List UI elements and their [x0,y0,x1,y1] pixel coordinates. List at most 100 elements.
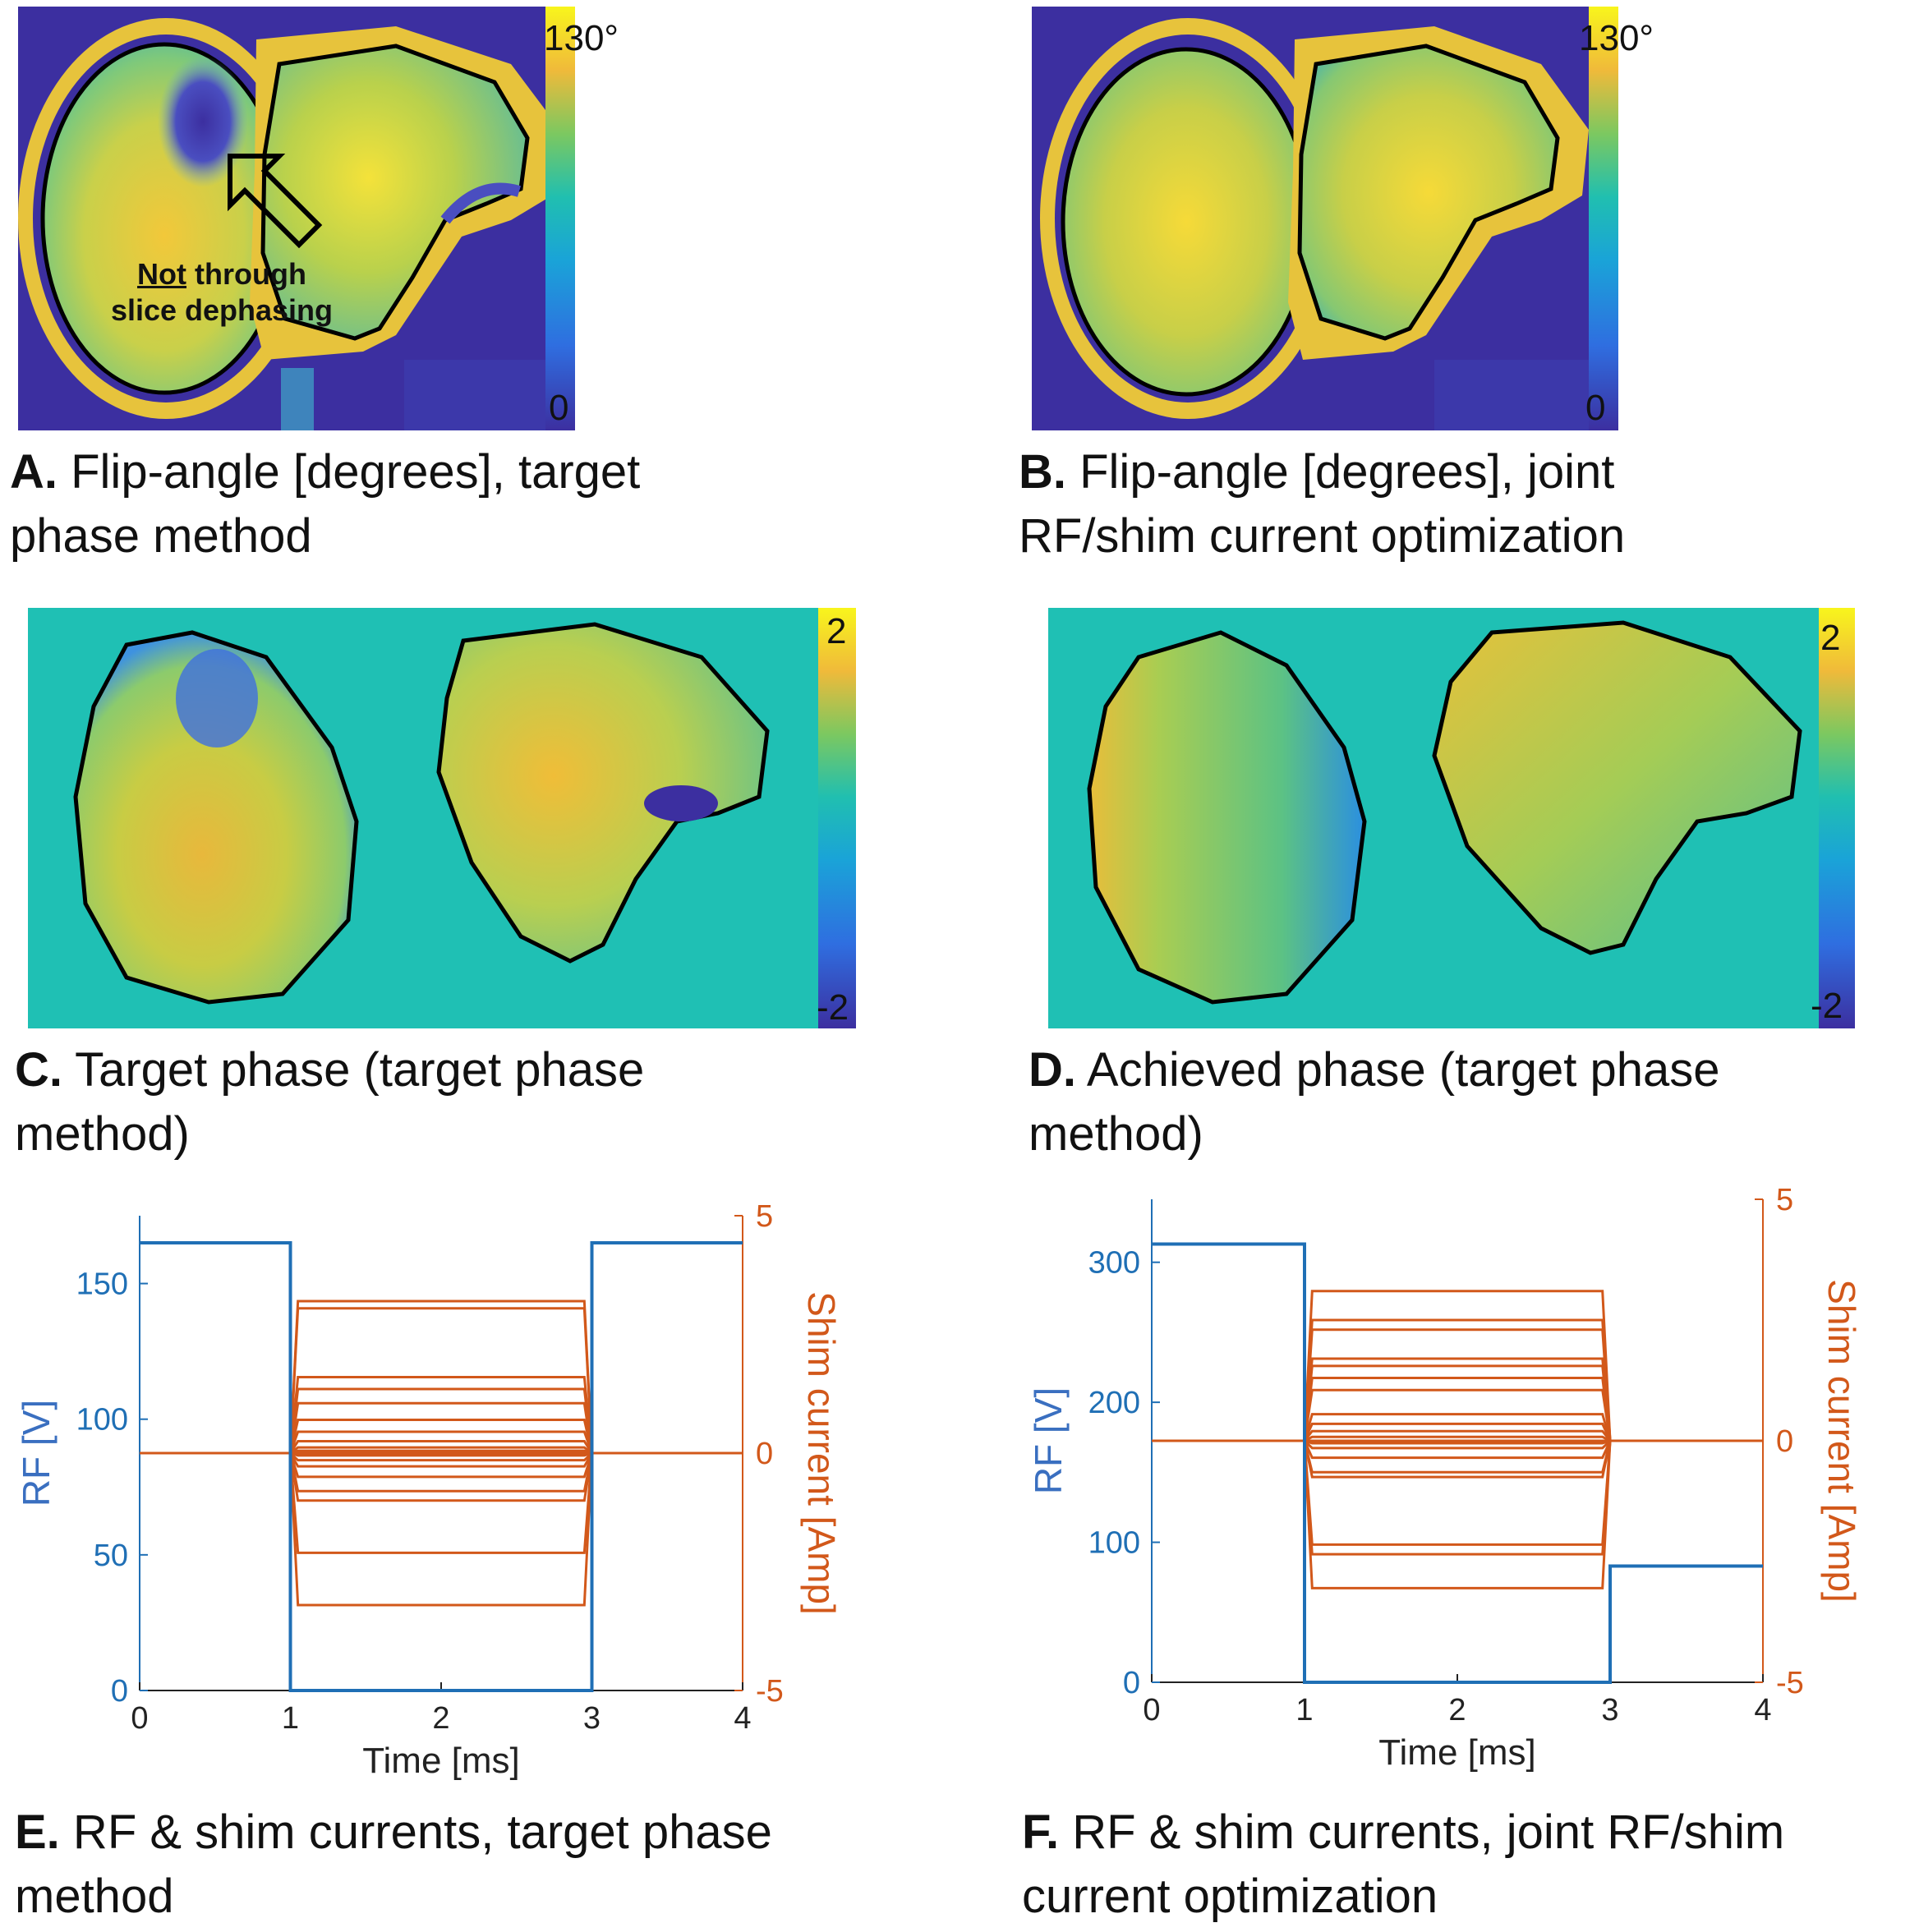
chart-e-shim-series-7 [289,1440,593,1454]
chart-f-x-label: Time [ms] [1378,1732,1535,1773]
panel-d-caption-line2: method) [1029,1107,1203,1161]
chart-f-shim-series-11 [1304,1439,1611,1445]
chart-f-shim-series-3 [1303,1357,1612,1442]
chart-f-y-label: RF [V] [1027,1387,1070,1494]
chart-e-rf-line [140,1241,743,1692]
chart-f-y-tick-label: 300 [1088,1246,1140,1281]
panel-f-caption-line2: current optimization [1022,1870,1438,1923]
annotation-text-2: slice dephasing [110,293,334,327]
chart-e-x-tick-label: 3 [583,1701,601,1736]
chart-e-y-tick-label: 50 [94,1539,128,1573]
chart-f-shim-series-7 [1303,1413,1612,1442]
chart-e-y2-tick-label: 5 [756,1199,773,1234]
panel-e-letter: E. [15,1806,60,1859]
panel-c-caption: C. Target phase (target phase method) [15,1038,918,1166]
panel-c-target-phase-map [28,608,818,1028]
panel-b-caption-line2: RF/shim current optimization [1019,509,1626,563]
chart-e-y2-tick-label: -5 [756,1674,784,1709]
panel-d-letter: D. [1029,1043,1076,1097]
panel-b-caption: B. Flip-angle [degrees], joint RF/shim c… [1019,440,1914,568]
chart-e-shim-series-13 [289,1452,593,1479]
chart-f-shim-series-18 [1303,1440,1612,1589]
panel-a-annotation: Not through slice dephasing [99,256,345,329]
panel-d-caption-line1: Achieved phase (target phase [1076,1043,1720,1097]
panel-c-letter: C. [15,1043,62,1097]
chart-e-shim-series-16 [289,1452,593,1554]
panel-f-caption-line1: RF & shim currents, joint RF/shim [1059,1806,1785,1859]
chart-f-y-tick-label: 200 [1088,1386,1140,1420]
chart-e-shim-series-10 [290,1451,592,1457]
panel-a-colorbar [545,7,575,430]
chart-e-shim-series-12 [289,1452,593,1468]
chart-e-shim-series-8 [289,1446,593,1455]
panel-f-caption: F. RF & shim currents, joint RF/shim cur… [1022,1801,1917,1929]
panel-e-caption-line2: method [15,1870,174,1923]
panel-a-caption-line2: phase method [10,509,312,563]
chart-e-y-tick-label: 150 [76,1267,128,1302]
panel-e-caption: E. RF & shim currents, target phase meth… [15,1801,960,1929]
panel-d-achieved-phase-map [1048,608,1819,1028]
panel-b-cbar-max: 130° [1579,18,1654,58]
chart-f-x-tick-label: 4 [1754,1693,1771,1727]
chart-e-y2-label: Shim current [Amp] [800,1291,843,1615]
panel-c-caption-line1: Target phase (target phase [62,1043,645,1097]
chart-f-shim-series-6 [1303,1388,1612,1442]
annotation-text-1: through [186,257,306,291]
panel-b-letter: B. [1019,445,1066,499]
chart-e-shim-series-17 [289,1452,593,1607]
chart-e-y-label: RF [V] [15,1400,58,1506]
chart-f-x-tick-label: 0 [1143,1693,1160,1727]
chart-f-shim-series-16 [1303,1440,1612,1546]
chart-f-x-tick-label: 3 [1601,1693,1618,1727]
chart-f-shim-series-2 [1303,1328,1612,1442]
panel-a-caption-line1: Flip-angle [degrees], target [58,445,641,499]
panel-c-cbar-min: -2 [817,987,849,1028]
panel-e-chart: 0 1 2 3 4 0 50 100 150 -5 0 5 Time [ms] RF [V] Shim cu… [15,1199,843,1781]
chart-e-y-tick-label: 0 [111,1674,128,1709]
chart-e-shim-series-14 [289,1452,593,1493]
chart-e-shim-series-6 [289,1430,593,1454]
panel-e-caption-line1: RF & shim currents, target phase [59,1806,772,1859]
panel-c-colorbar [818,608,856,1028]
panel-c-cbar-max: 2 [826,611,847,651]
chart-f-shim-series-13 [1303,1440,1612,1460]
chart-e-y-tick-label: 100 [76,1403,128,1438]
chart-e-shim-series-1 [289,1307,593,1454]
panel-a-arrow-icon [228,154,323,249]
chart-f-rf-line [1152,1242,1763,1684]
panel-a-cbar-min: 0 [549,388,569,428]
panel-d-colorbar [1819,608,1855,1028]
panel-a-cbar-max: 130° [544,18,619,58]
chart-f-y2-tick-label: 0 [1776,1424,1793,1459]
chart-f-x-tick-label: 1 [1295,1693,1313,1727]
chart-f-y2-label: Shim current [Amp] [1820,1279,1863,1603]
panel-d-cbar-min: -2 [1811,986,1843,1026]
chart-e-shim-series-4 [289,1401,593,1454]
chart-f-shim-series-12 [1303,1439,1612,1450]
panel-f-letter: F. [1022,1806,1060,1859]
panel-a-letter: A. [10,445,58,499]
chart-e-shim-series-5 [289,1419,593,1454]
panel-a-flip-angle-map [18,7,545,430]
chart-e-x-label: Time [ms] [362,1741,519,1781]
annotation-underlined-word: Not [137,257,187,291]
panel-b-colorbar [1589,7,1618,430]
chart-e-shim-series-15 [289,1452,593,1502]
chart-e-y2-tick-label: 0 [756,1437,773,1471]
panel-b-cbar-min: 0 [1585,388,1606,428]
chart-f-y-tick-label: 100 [1088,1526,1140,1561]
panel-d-caption: D. Achieved phase (target phase method) [1029,1038,1916,1166]
chart-e-x-tick-label: 0 [131,1701,148,1736]
chart-e-x-tick-label: 4 [734,1701,751,1736]
chart-f-shim-series-10 [1304,1435,1611,1442]
panel-c-caption-line2: method) [15,1107,190,1161]
chart-f-shim-series-15 [1303,1440,1612,1479]
chart-f-shim-series-9 [1303,1429,1612,1442]
panel-a-caption: A. Flip-angle [degrees], target phase me… [10,440,913,568]
panel-b-caption-line1: Flip-angle [degrees], joint [1066,445,1615,499]
chart-e-shim-series-11 [289,1451,593,1462]
panel-b-flip-angle-map [1032,7,1589,430]
chart-e-x-tick-label: 2 [432,1701,449,1736]
chart-f-y2-tick-label: 5 [1776,1183,1793,1217]
chart-f-shim-series-8 [1303,1422,1612,1442]
